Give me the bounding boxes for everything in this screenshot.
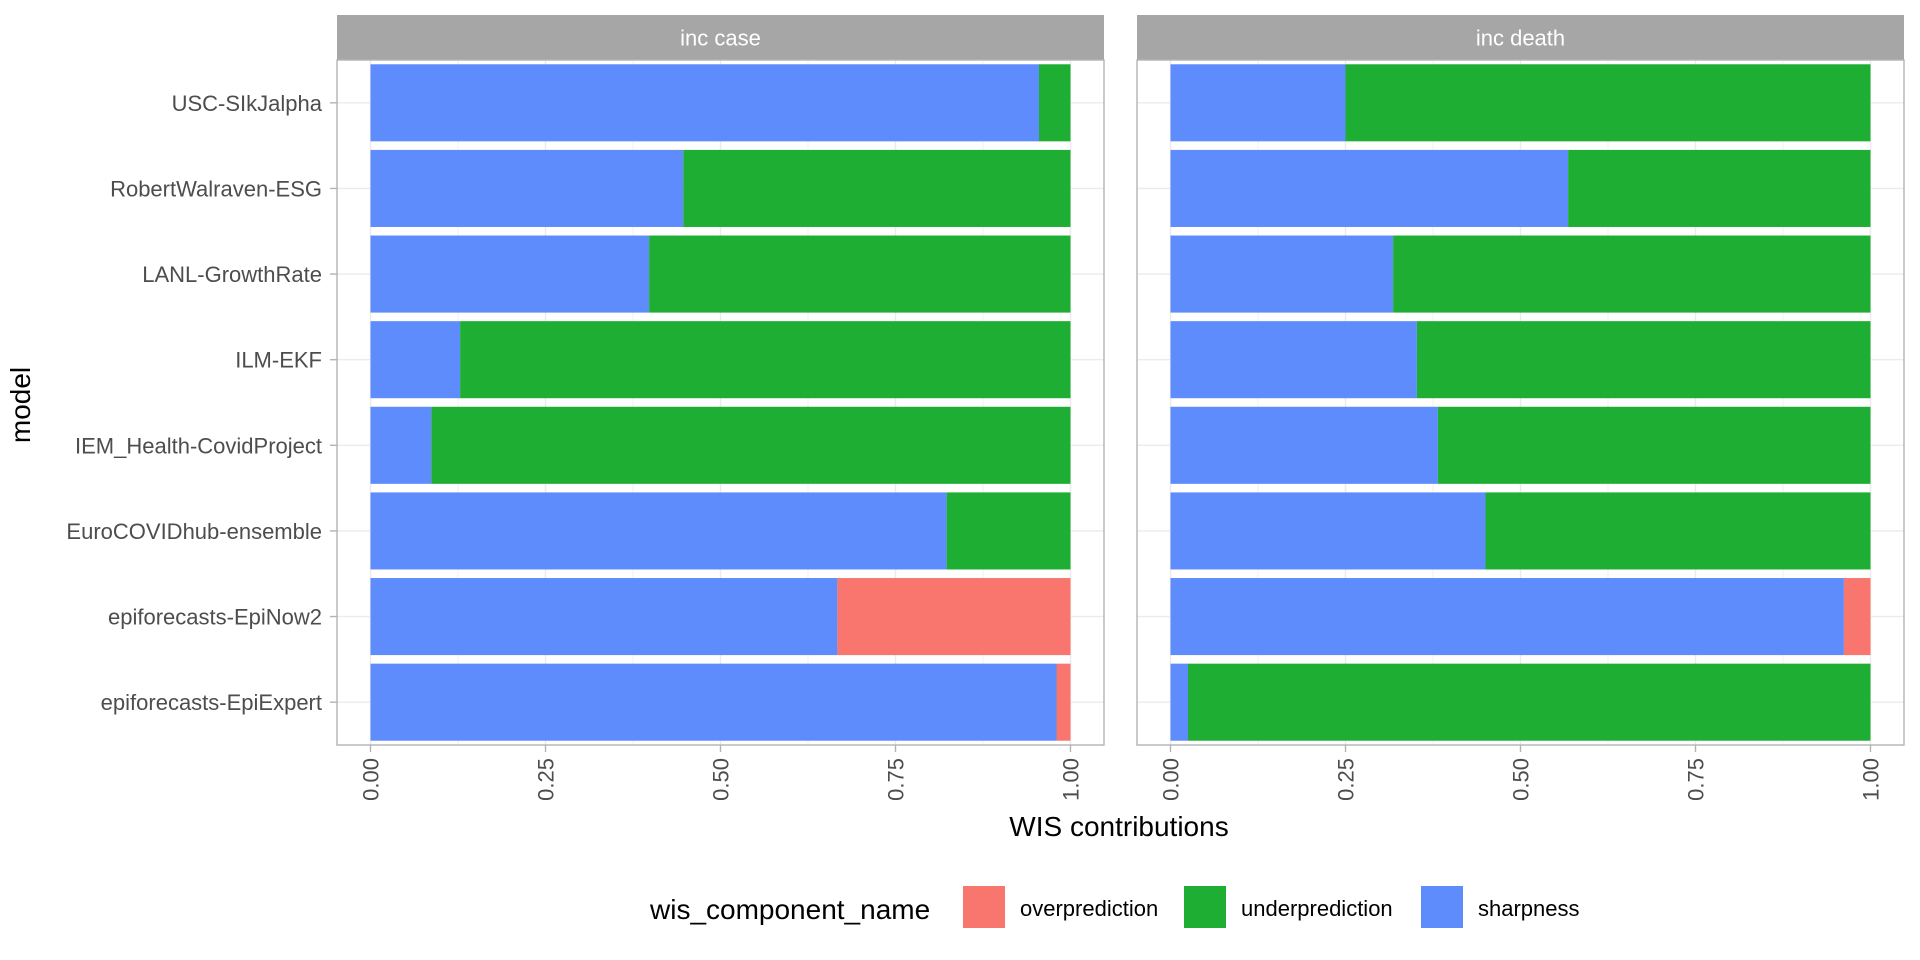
bar-sharpness bbox=[370, 64, 1039, 142]
bar-underprediction bbox=[683, 149, 1071, 227]
y-tick-label: epiforecasts-EpiNow2 bbox=[108, 605, 322, 630]
bar-sharpness bbox=[1170, 64, 1346, 142]
facet-panel: inc case 0.00 0.25 0.50 0.75 1.00 bbox=[336, 15, 1105, 801]
facet-strip bbox=[1137, 15, 1904, 60]
x-tick-label: 0.25 bbox=[1334, 758, 1359, 801]
facet-strip bbox=[337, 15, 1104, 60]
bar-underprediction bbox=[1039, 64, 1071, 142]
bar-underprediction bbox=[1437, 406, 1871, 484]
x-tick-label: 1.00 bbox=[1059, 758, 1084, 801]
bar-underprediction bbox=[946, 492, 1071, 570]
bar-underprediction bbox=[649, 235, 1071, 313]
x-tick-label: 0.75 bbox=[1684, 758, 1709, 801]
bar-sharpness bbox=[1170, 235, 1394, 313]
bar-sharpness bbox=[370, 663, 1057, 741]
x-axis-title: WIS contributions bbox=[1009, 811, 1228, 842]
legend-label: sharpness bbox=[1478, 896, 1580, 921]
x-tick-label: 0.50 bbox=[709, 758, 734, 801]
bar-underprediction bbox=[1188, 663, 1871, 741]
x-tick-label: 0.75 bbox=[884, 758, 909, 801]
y-tick-label: USC-SIkJalpha bbox=[172, 91, 323, 116]
bars bbox=[1170, 64, 1871, 741]
bar-underprediction bbox=[460, 321, 1071, 399]
bars bbox=[370, 64, 1071, 741]
bar-sharpness bbox=[1170, 578, 1844, 656]
bar-overprediction bbox=[1056, 663, 1071, 741]
y-axis-title: model bbox=[5, 367, 36, 443]
legend-title: wis_component_name bbox=[649, 894, 930, 925]
x-tick-label: 0.50 bbox=[1509, 758, 1534, 801]
bar-underprediction bbox=[1485, 492, 1871, 570]
bar-sharpness bbox=[370, 149, 684, 227]
facet-strip-label: inc case bbox=[680, 26, 761, 51]
bar-sharpness bbox=[1170, 406, 1438, 484]
y-tick-label: ILM-EKF bbox=[235, 348, 322, 373]
legend-key-underprediction bbox=[1184, 886, 1226, 928]
bar-sharpness bbox=[370, 492, 947, 570]
bar-sharpness bbox=[1170, 149, 1569, 227]
bar-sharpness bbox=[1170, 321, 1417, 399]
bar-sharpness bbox=[370, 321, 461, 399]
legend-key-sharpness bbox=[1421, 886, 1463, 928]
bar-sharpness bbox=[370, 578, 838, 656]
x-axis: 0.00 0.25 0.50 0.75 1.00 bbox=[359, 745, 1084, 801]
bar-sharpness bbox=[370, 406, 432, 484]
bar-underprediction bbox=[1393, 235, 1871, 313]
y-tick-label: epiforecasts-EpiExpert bbox=[101, 690, 322, 715]
bar-underprediction bbox=[1416, 321, 1871, 399]
bar-overprediction bbox=[837, 578, 1071, 656]
bar-sharpness bbox=[370, 235, 650, 313]
bar-underprediction bbox=[431, 406, 1071, 484]
bar-sharpness bbox=[1170, 663, 1188, 741]
x-tick-label: 0.00 bbox=[1159, 758, 1184, 801]
y-axis: USC-SIkJalpha RobertWalraven-ESG LANL-Grow… bbox=[66, 91, 337, 715]
legend: wis_component_name overprediction underpr… bbox=[649, 886, 1580, 928]
y-tick-label: LANL-GrowthRate bbox=[142, 262, 322, 287]
facet-strip-label: inc death bbox=[1476, 26, 1565, 51]
bar-underprediction bbox=[1568, 149, 1871, 227]
x-axis: 0.00 0.25 0.50 0.75 1.00 bbox=[1159, 745, 1884, 801]
y-tick-label: IEM_Health-CovidProject bbox=[75, 433, 322, 458]
facet-panels: inc case 0.00 0.25 0.50 0.75 1.00 inc death 0.0… bbox=[336, 15, 1905, 801]
y-tick-label: RobertWalraven-ESG bbox=[110, 176, 322, 201]
bar-underprediction bbox=[1345, 64, 1871, 142]
x-tick-label: 0.00 bbox=[359, 758, 384, 801]
facet-panel: inc death 0.00 0.25 0.50 0.75 1.00 bbox=[1136, 15, 1905, 801]
legend-label: underprediction bbox=[1241, 896, 1393, 921]
x-tick-label: 1.00 bbox=[1859, 758, 1884, 801]
legend-label: overprediction bbox=[1020, 896, 1158, 921]
y-tick-label: EuroCOVIDhub-ensemble bbox=[66, 519, 322, 544]
bar-overprediction bbox=[1843, 578, 1871, 656]
bar-sharpness bbox=[1170, 492, 1486, 570]
x-tick-label: 0.25 bbox=[534, 758, 559, 801]
legend-key-overprediction bbox=[963, 886, 1005, 928]
